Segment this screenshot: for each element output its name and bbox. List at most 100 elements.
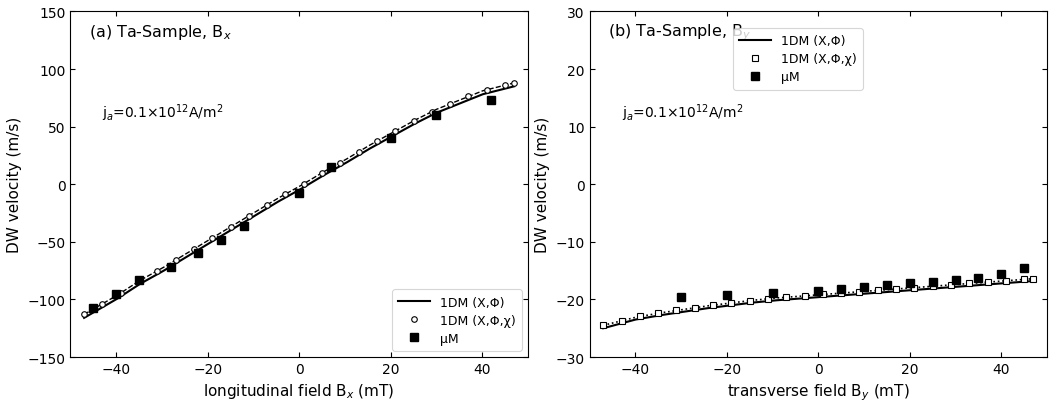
1DM (X,Φ,χ): [316, 171, 329, 176]
μM: [1018, 266, 1031, 271]
1DM (X,Φ): [767, 298, 780, 303]
μM: [485, 99, 497, 103]
Line: 1DM (X,Φ): 1DM (X,Φ): [84, 87, 514, 318]
1DM (X,Φ,χ): [890, 287, 902, 292]
1DM (X,Φ,χ): [926, 284, 939, 289]
1DM (X,Φ): [130, 284, 142, 289]
1DM (X,Φ,χ): [352, 150, 365, 155]
X-axis label: transverse field B$_y$ (mT): transverse field B$_y$ (mT): [727, 382, 910, 402]
1DM (X,Φ): [1027, 279, 1039, 284]
μM: [926, 280, 939, 285]
1DM (X,Φ,χ): [616, 319, 628, 324]
Line: μM: μM: [678, 264, 1028, 301]
1DM (X,Φ,χ): [872, 288, 884, 293]
μM: [293, 191, 306, 196]
1DM (X,Φ): [390, 132, 403, 137]
Legend: 1DM (X,Φ), 1DM (X,Φ,χ), μM: 1DM (X,Φ), 1DM (X,Φ,χ), μM: [733, 29, 862, 90]
1DM (X,Φ,χ): [389, 129, 402, 134]
1DM (X,Φ): [648, 314, 661, 319]
1DM (X,Φ,χ): [835, 291, 847, 296]
1DM (X,Φ,χ): [444, 102, 456, 107]
1DM (X,Φ,χ): [151, 269, 163, 274]
1DM (X,Φ,χ): [279, 192, 292, 197]
1DM (X,Φ,χ): [1018, 277, 1031, 282]
1DM (X,Φ,χ): [743, 299, 756, 303]
Legend: 1DM (X,Φ), 1DM (X,Φ,χ), μM: 1DM (X,Φ), 1DM (X,Φ,χ), μM: [392, 290, 522, 351]
1DM (X,Φ): [508, 85, 521, 90]
1DM (X,Φ,χ): [499, 83, 511, 88]
1DM (X,Φ): [348, 156, 360, 161]
1DM (X,Φ,χ): [133, 279, 145, 284]
1DM (X,Φ): [910, 288, 922, 292]
1DM (X,Φ,χ): [633, 314, 646, 319]
μM: [164, 265, 177, 270]
Line: 1DM (X,Φ,χ): 1DM (X,Φ,χ): [81, 81, 516, 317]
μM: [238, 224, 251, 229]
1DM (X,Φ,χ): [707, 303, 720, 308]
μM: [972, 275, 984, 280]
1DM (X,Φ,χ): [206, 236, 218, 241]
1DM (X,Φ,χ): [909, 285, 921, 290]
Text: j$_a$=0.1×10$^{12}$A/m$^2$: j$_a$=0.1×10$^{12}$A/m$^2$: [102, 102, 223, 124]
1DM (X,Φ,χ): [798, 294, 811, 299]
1DM (X,Φ): [248, 214, 260, 219]
μM: [880, 283, 893, 288]
1DM (X,Φ,χ): [225, 225, 237, 230]
1DM (X,Φ,χ): [115, 291, 128, 296]
1DM (X,Φ,χ): [260, 203, 273, 208]
1DM (X,Φ,χ): [963, 281, 976, 286]
1DM (X,Φ,χ): [999, 279, 1012, 283]
1DM (X,Φ,χ): [297, 182, 310, 187]
μM: [903, 281, 916, 286]
1DM (X,Φ): [737, 301, 749, 306]
1DM (X,Φ,χ): [78, 312, 91, 317]
μM: [995, 272, 1008, 276]
1DM (X,Φ,χ): [670, 308, 683, 313]
1DM (X,Φ): [867, 291, 880, 296]
1DM (X,Φ,χ): [981, 280, 994, 285]
1DM (X,Φ,χ): [242, 214, 255, 219]
1DM (X,Φ,χ): [426, 110, 438, 115]
μM: [950, 278, 962, 283]
1DM (X,Φ,χ): [407, 119, 419, 124]
Text: j$_a$=0.1×10$^{12}$A/m$^2$: j$_a$=0.1×10$^{12}$A/m$^2$: [622, 102, 743, 124]
X-axis label: longitudinal field B$_x$ (mT): longitudinal field B$_x$ (mT): [203, 382, 395, 400]
μM: [812, 289, 824, 294]
1DM (X,Φ,χ): [780, 295, 793, 300]
μM: [675, 294, 687, 299]
1DM (X,Φ,χ): [688, 306, 701, 310]
Y-axis label: DW velocity (m/s): DW velocity (m/s): [7, 117, 22, 253]
1DM (X,Φ,χ): [944, 283, 957, 288]
μM: [215, 238, 228, 243]
1DM (X,Φ,χ): [508, 81, 521, 86]
μM: [385, 136, 397, 141]
1DM (X,Φ,χ): [597, 323, 609, 328]
1DM (X,Φ): [218, 232, 231, 237]
Text: (b) Ta-Sample, B$_y$: (b) Ta-Sample, B$_y$: [608, 23, 750, 43]
1DM (X,Φ,χ): [371, 139, 384, 144]
μM: [325, 165, 337, 170]
Line: 1DM (X,Φ,χ): 1DM (X,Φ,χ): [601, 276, 1036, 328]
Line: 1DM (X,Φ): 1DM (X,Φ): [603, 281, 1033, 328]
μM: [430, 113, 443, 118]
Text: (a) Ta-Sample, B$_x$: (a) Ta-Sample, B$_x$: [89, 23, 232, 42]
μM: [721, 293, 734, 298]
μM: [858, 285, 871, 290]
1DM (X,Φ,χ): [1027, 276, 1039, 281]
Line: μM: μM: [90, 97, 495, 312]
1DM (X,Φ,χ): [817, 292, 829, 297]
1DM (X,Φ): [907, 288, 920, 293]
1DM (X,Φ): [597, 326, 609, 331]
μM: [86, 305, 99, 310]
μM: [835, 287, 847, 292]
1DM (X,Φ,χ): [853, 290, 865, 294]
1DM (X,Φ): [78, 316, 91, 321]
1DM (X,Φ,χ): [762, 297, 775, 301]
μM: [192, 251, 204, 256]
1DM (X,Φ,χ): [334, 161, 347, 166]
μM: [133, 278, 145, 283]
1DM (X,Φ,χ): [188, 247, 200, 252]
1DM (X,Φ,χ): [651, 311, 664, 316]
1DM (X,Φ,χ): [170, 258, 182, 263]
1DM (X,Φ,χ): [462, 95, 474, 100]
